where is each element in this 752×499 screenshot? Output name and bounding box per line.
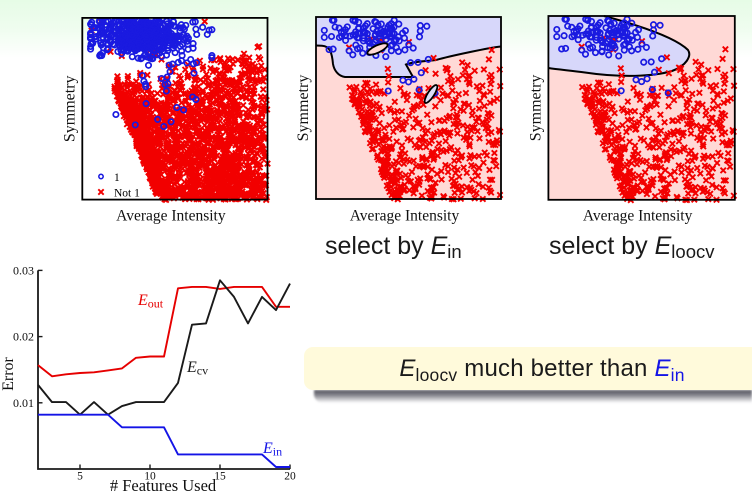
svg-text:1: 1	[114, 172, 120, 184]
svg-text:5: 5	[77, 471, 83, 483]
svg-text:# Features Used: # Features Used	[110, 476, 217, 495]
svg-text:Symmetry: Symmetry	[61, 75, 78, 142]
svg-text:select by Ein: select by Ein	[325, 232, 462, 262]
svg-text:Average Intensity: Average Intensity	[583, 208, 693, 225]
svg-text:Not 1: Not 1	[114, 188, 140, 200]
svg-text:0.03: 0.03	[13, 263, 34, 277]
svg-text:10: 10	[144, 471, 156, 483]
svg-text:Average Intensity: Average Intensity	[350, 208, 460, 225]
svg-text:15: 15	[214, 471, 226, 483]
svg-text:Ein: Ein	[262, 440, 282, 459]
svg-text:Ecv: Ecv	[186, 359, 208, 378]
svg-text:Average Intensity: Average Intensity	[116, 208, 226, 225]
svg-text:Symmetry: Symmetry	[295, 75, 312, 142]
svg-text:Error: Error	[0, 356, 17, 390]
svg-text:0.02: 0.02	[13, 330, 34, 344]
svg-text:select by Eloocv: select by Eloocv	[549, 232, 715, 262]
svg-text:Eout: Eout	[137, 292, 164, 311]
svg-text:20: 20	[284, 471, 296, 483]
svg-text:Symmetry: Symmetry	[527, 75, 544, 142]
svg-text:0.01: 0.01	[13, 396, 34, 410]
